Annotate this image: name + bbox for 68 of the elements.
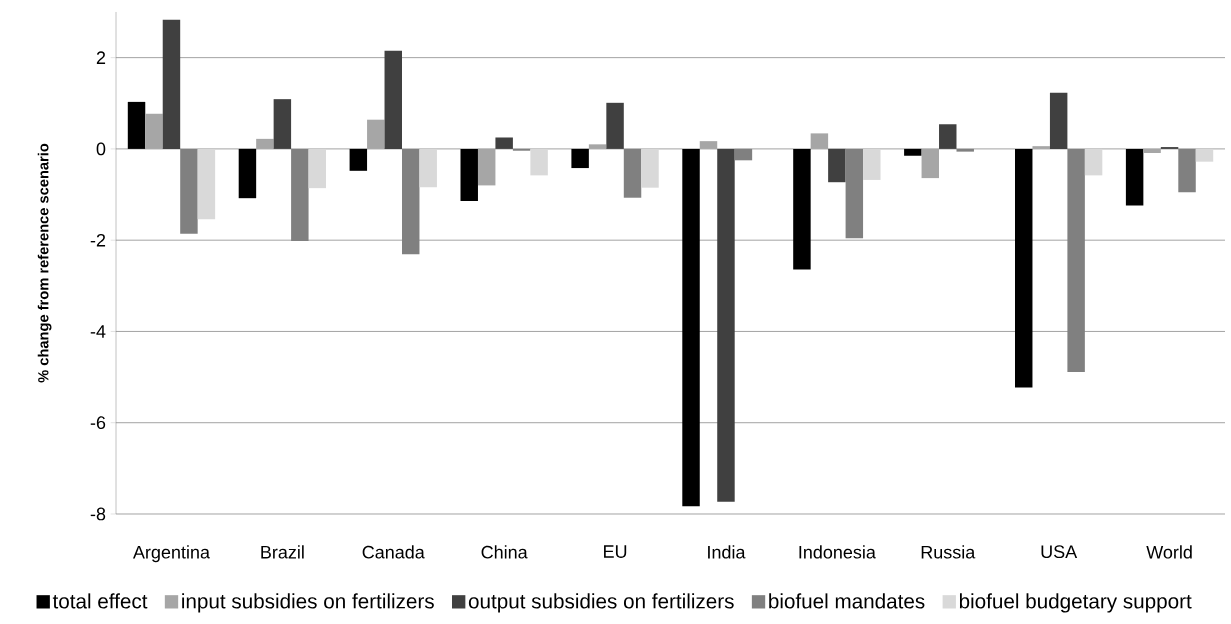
bar bbox=[810, 133, 829, 149]
bar bbox=[904, 148, 922, 156]
x-tick-label: Argentina bbox=[132, 545, 210, 563]
y-tick-label: -6 bbox=[90, 416, 106, 430]
bar bbox=[402, 148, 420, 255]
bar bbox=[956, 148, 974, 152]
bar bbox=[495, 137, 513, 149]
y-tick-label: -2 bbox=[90, 233, 106, 247]
bar bbox=[606, 102, 624, 149]
bar bbox=[1125, 148, 1144, 206]
legend-label: input subsidies on fertilizers bbox=[182, 593, 434, 613]
bar bbox=[1143, 148, 1161, 154]
bar bbox=[1178, 148, 1196, 193]
bar bbox=[530, 148, 548, 176]
y-tick-label: -4 bbox=[90, 325, 106, 338]
bar bbox=[1195, 148, 1214, 162]
bar bbox=[921, 148, 940, 179]
bar bbox=[939, 124, 957, 149]
bar bbox=[460, 148, 478, 201]
y-tick-label: 2 bbox=[96, 51, 106, 64]
bar bbox=[845, 148, 864, 239]
x-tick-label: World bbox=[1146, 545, 1192, 559]
bar bbox=[623, 148, 642, 198]
bar bbox=[477, 148, 496, 186]
y-tick-label: -8 bbox=[90, 507, 106, 521]
bar bbox=[734, 148, 753, 161]
bar bbox=[1067, 148, 1085, 373]
bar bbox=[863, 148, 881, 180]
bar bbox=[256, 138, 274, 149]
bar bbox=[367, 119, 385, 149]
bar bbox=[384, 50, 402, 149]
bar bbox=[291, 148, 309, 242]
x-tick-label: Indonesia bbox=[799, 545, 876, 559]
bar bbox=[571, 148, 589, 169]
legend-label: biofuel budgetary support bbox=[959, 593, 1192, 613]
bar bbox=[180, 148, 198, 234]
x-tick-label: Brazil bbox=[261, 545, 304, 559]
bar bbox=[1084, 148, 1103, 176]
bar bbox=[793, 148, 811, 270]
x-tick-label: China bbox=[481, 545, 528, 559]
bar bbox=[145, 113, 163, 149]
x-tick-label: USA bbox=[1041, 545, 1078, 559]
x-tick-label: India bbox=[708, 545, 746, 559]
bar bbox=[682, 148, 700, 507]
y-axis-title: % change from reference scenario bbox=[37, 143, 52, 383]
bar bbox=[699, 141, 718, 149]
x-tick-label: Russia bbox=[921, 545, 976, 559]
legend-label: output subsidies on fertilizers bbox=[468, 593, 734, 613]
x-tick-label: Canada bbox=[362, 545, 425, 559]
legend-label: total effect bbox=[52, 593, 148, 609]
bar bbox=[349, 148, 368, 171]
bar bbox=[197, 148, 216, 220]
bar bbox=[828, 148, 846, 183]
bar bbox=[1049, 92, 1068, 149]
bar bbox=[1032, 146, 1050, 149]
bar bbox=[273, 99, 292, 149]
legend-label: biofuel mandates bbox=[769, 593, 925, 609]
bar bbox=[588, 144, 607, 149]
bar bbox=[1015, 148, 1033, 388]
bar bbox=[162, 19, 181, 149]
x-tick-label: EU bbox=[604, 545, 627, 558]
bar bbox=[238, 148, 257, 199]
bar bbox=[717, 148, 735, 502]
bar bbox=[419, 148, 437, 188]
bar bbox=[308, 148, 327, 189]
bar bbox=[641, 148, 659, 188]
y-tick-label: 0 bbox=[96, 142, 106, 156]
bar bbox=[127, 101, 146, 149]
